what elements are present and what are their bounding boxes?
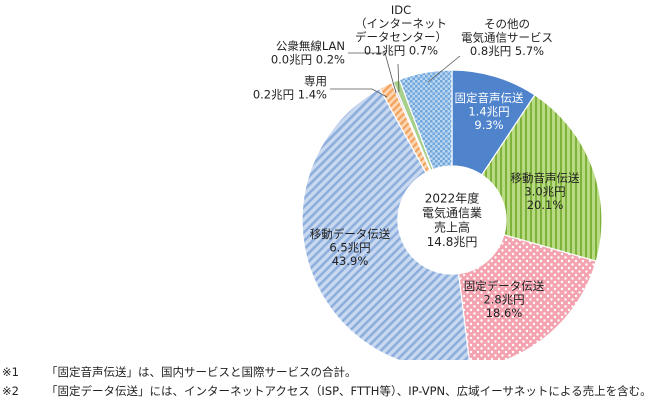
slice-5-label-line-1: 専用 bbox=[304, 74, 327, 88]
slice-6-label-line-1: 公衆無線LAN bbox=[276, 39, 345, 53]
slice-7-leader-line bbox=[397, 63, 400, 93]
slice-4-label-line-2: 6.5兆円 bbox=[329, 241, 370, 255]
footnote-1-mark: ※1 bbox=[2, 365, 19, 379]
slice-5-label-line-2: 0.2兆円 1.4% bbox=[253, 88, 327, 102]
slice-2-label-line-2: 3.0兆円 bbox=[524, 185, 565, 199]
slice-3-wedge bbox=[457, 234, 597, 360]
center-label-line-2: 電気通信業 bbox=[422, 205, 482, 220]
slice-7-label-line-1: IDC bbox=[391, 3, 411, 17]
slice-1-label-line-1: 固定音声伝送 bbox=[455, 91, 524, 105]
footnote-1: ※1 「固定音声伝送」は、国内サービスと国際サービスの合計。 bbox=[2, 364, 357, 380]
slice-1-label-line-3: 9.3% bbox=[474, 118, 503, 132]
slice-7-label-line-2: （インターネット bbox=[355, 17, 447, 31]
slice-2-wedge bbox=[480, 94, 603, 262]
slice-8-label-line-1: その他の bbox=[484, 17, 530, 31]
center-label-line-3: 売上高 bbox=[434, 219, 470, 234]
slice-8-leader-line bbox=[427, 55, 461, 83]
center-label-line-4: 14.8兆円 bbox=[427, 235, 478, 249]
slice-6-label-line-2: 0.0兆円 0.2% bbox=[271, 53, 345, 67]
slice-7-label-line-4: 0.1兆円 0.7% bbox=[364, 44, 438, 58]
slice-2-label-line-3: 20.1% bbox=[527, 198, 564, 212]
footnote-1-text: 「固定音声伝送」は、国内サービスと国際サービスの合計。 bbox=[46, 365, 357, 379]
slice-2-label-line-1: 移動音声伝送 bbox=[511, 171, 580, 185]
slice-3-label-line-2: 2.8兆円 bbox=[483, 293, 524, 307]
slice-3-label-line-1: 固定データ伝送 bbox=[464, 279, 545, 293]
slice-8-label-line-3: 0.8兆円 5.7% bbox=[470, 44, 544, 58]
slice-3-label-line-3: 18.6% bbox=[486, 306, 523, 320]
footnote-2: ※2 「固定データ伝送」には、インターネットアクセス（ISP、FTTH等）、IP-… bbox=[2, 383, 649, 399]
footnote-2-text: 「固定データ伝送」には、インターネットアクセス（ISP、FTTH等）、IP-VP… bbox=[46, 384, 649, 398]
center-label-line-1: 2022年度 bbox=[425, 190, 480, 205]
slice-6-leader-line bbox=[348, 52, 397, 94]
slice-4-wedge bbox=[301, 87, 470, 360]
slice-5-label: 専用0.2兆円 1.4% bbox=[253, 74, 327, 102]
footnote-2-mark: ※2 bbox=[2, 384, 19, 398]
slice-4-label-line-1: 移動データ伝送 bbox=[310, 227, 391, 241]
slice-4-label-line-3: 43.9% bbox=[332, 254, 369, 268]
slice-7-label-line-3: データセンター） bbox=[355, 30, 447, 44]
slice-8-wedge bbox=[398, 69, 453, 171]
slice-8-label-line-2: 電気通信サービス bbox=[461, 31, 553, 45]
slice-5-leader-line bbox=[330, 88, 388, 98]
slice-1-label-line-2: 1.4兆円 bbox=[468, 105, 509, 119]
